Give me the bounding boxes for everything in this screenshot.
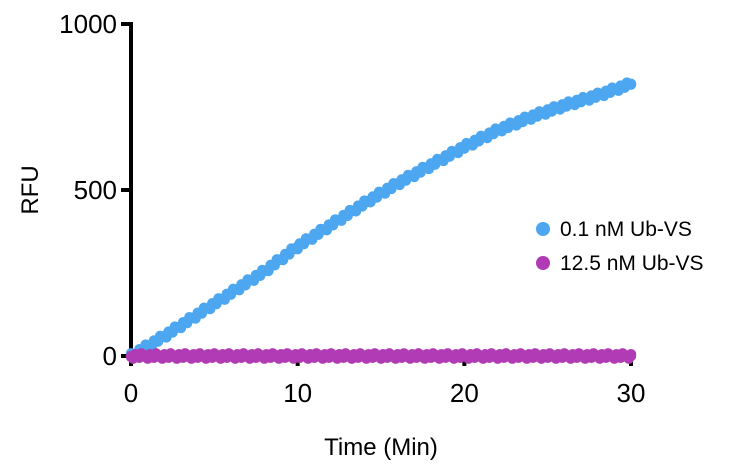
data-point (625, 78, 637, 89)
y-tick-label: 0 (103, 341, 117, 371)
data-point (192, 309, 203, 320)
data-point (292, 350, 303, 362)
data-point (359, 198, 370, 209)
data-point (325, 219, 337, 231)
data-point (459, 141, 470, 153)
series-0 (125, 77, 637, 362)
data-point (492, 125, 503, 136)
data-point (125, 350, 137, 362)
legend-label: 12.5 nM Ub-VS (560, 252, 704, 275)
x-tick-label: 10 (283, 378, 312, 408)
data-point (375, 350, 387, 362)
legend-marker (536, 256, 550, 270)
data-point (625, 350, 637, 362)
y-tick-label: 1000 (59, 9, 117, 39)
x-axis-title: Time (Min) (324, 434, 438, 461)
series-1 (125, 348, 637, 364)
data-point (392, 178, 403, 189)
data-point (292, 241, 303, 252)
data-point (425, 159, 437, 171)
data-point (159, 330, 170, 342)
data-point (559, 100, 570, 111)
data-point (225, 287, 237, 299)
legend: 0.1 nM Ub-VS 12.5 nM Ub-VS (536, 218, 704, 275)
data-point (459, 350, 470, 362)
legend-marker (536, 222, 550, 236)
data-point (209, 350, 220, 362)
y-tick-label: 500 (74, 175, 117, 205)
legend-label: 0.1 nM Ub-VS (560, 218, 692, 241)
series-layer (125, 77, 637, 364)
y-ticks: 0 500 1000 (59, 9, 131, 371)
x-tick-label: 0 (124, 378, 138, 408)
x-tick-label: 20 (450, 378, 479, 408)
data-point (592, 90, 603, 101)
data-point (259, 266, 270, 277)
data-point (542, 350, 553, 362)
x-ticks: 0 10 20 30 (124, 356, 646, 408)
x-tick-label: 30 (617, 378, 646, 408)
y-axis-title: RFU (17, 165, 44, 214)
data-point (525, 111, 537, 123)
